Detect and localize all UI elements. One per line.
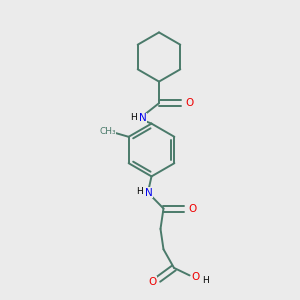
Text: O: O <box>191 272 200 282</box>
Text: N: N <box>145 188 152 198</box>
Text: O: O <box>185 98 193 108</box>
Text: N: N <box>139 113 147 123</box>
Text: H: H <box>130 112 137 122</box>
Text: O: O <box>189 203 197 214</box>
Text: O: O <box>148 277 157 287</box>
Text: H: H <box>202 276 209 285</box>
Text: H: H <box>136 187 143 196</box>
Text: CH₃: CH₃ <box>99 127 116 136</box>
